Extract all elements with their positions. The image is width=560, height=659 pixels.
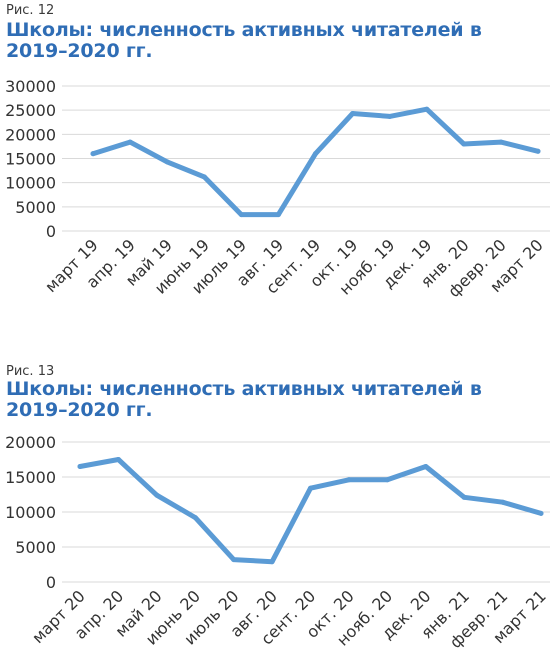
data-point <box>461 141 467 147</box>
y-tick-label: 25000 <box>5 101 56 120</box>
data-point <box>127 139 133 145</box>
y-tick-label: 5000 <box>15 198 56 217</box>
data-point <box>269 559 275 565</box>
chart-title: Школы: численность активных читателей в … <box>6 378 482 421</box>
data-point <box>154 492 160 498</box>
data-point <box>423 464 429 469</box>
y-tick-label: 30000 <box>5 77 56 96</box>
data-point <box>308 485 313 491</box>
data-point <box>424 106 430 112</box>
data-point <box>192 515 198 521</box>
y-tick-label: 15000 <box>5 468 56 487</box>
data-point <box>313 151 318 157</box>
data-point <box>77 464 83 469</box>
y-tick-label: 15000 <box>5 150 56 169</box>
data-point <box>538 510 544 516</box>
data-point <box>201 174 207 180</box>
data-point <box>346 477 352 483</box>
series-line <box>77 457 544 565</box>
data-point <box>384 477 390 483</box>
data-point <box>387 113 393 119</box>
data-point <box>164 159 170 165</box>
figure-12: Рис. 12 Школы: численность активных чита… <box>5 3 550 301</box>
chart-title: Школы: численность активных читателей в … <box>6 19 482 62</box>
data-point <box>90 151 96 157</box>
data-point <box>535 148 541 154</box>
y-tick-label: 20000 <box>5 125 56 144</box>
y-tick-label: 10000 <box>5 503 56 522</box>
y-tick-label: 5000 <box>15 538 56 557</box>
figure-label: Рис. 13 <box>6 364 55 379</box>
y-tick-label: 10000 <box>5 174 56 193</box>
y-tick-label: 0 <box>46 222 56 241</box>
data-point <box>115 457 121 462</box>
data-point <box>231 557 237 563</box>
y-tick-label: 20000 <box>5 433 56 452</box>
data-point <box>461 494 467 500</box>
data-point <box>350 111 356 117</box>
figure-label: Рис. 12 <box>6 3 55 18</box>
y-tick-label: 0 <box>46 573 56 592</box>
data-point <box>238 212 244 218</box>
data-point <box>500 499 506 505</box>
data-point <box>498 139 504 145</box>
data-point <box>275 212 281 218</box>
